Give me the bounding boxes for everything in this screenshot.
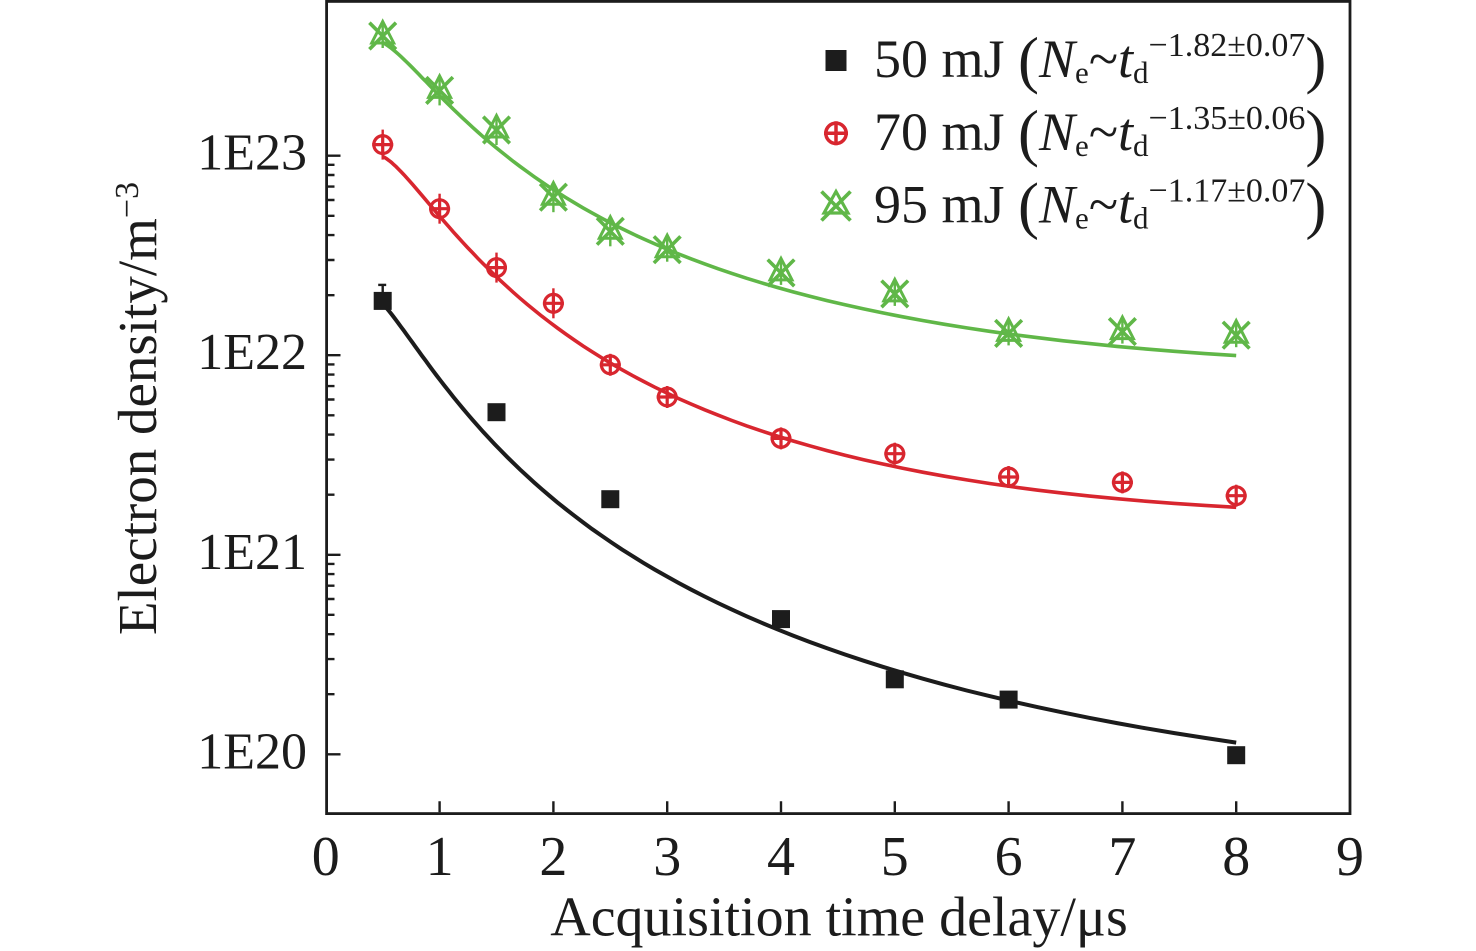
- svg-text:70 mJ (Ne~td−1.35±0.06): 70 mJ (Ne~td−1.35±0.06): [874, 98, 1326, 168]
- svg-text:5: 5: [881, 826, 909, 888]
- svg-text:1E20: 1E20: [197, 723, 307, 780]
- svg-text:8: 8: [1222, 826, 1250, 888]
- svg-text:1E23: 1E23: [197, 125, 307, 182]
- svg-text:9: 9: [1336, 826, 1364, 888]
- svg-text:Acquisition time delay/μs: Acquisition time delay/μs: [550, 887, 1128, 949]
- svg-text:6: 6: [995, 826, 1023, 888]
- svg-text:3: 3: [653, 826, 681, 888]
- svg-text:95 mJ (Ne~td−1.17±0.07): 95 mJ (Ne~td−1.17±0.07): [874, 171, 1326, 241]
- svg-text:2: 2: [539, 826, 567, 888]
- svg-text:50 mJ (Ne~td−1.82±0.07): 50 mJ (Ne~td−1.82±0.07): [874, 25, 1326, 95]
- svg-text:Electron density/m−3: Electron density/m−3: [107, 182, 168, 635]
- svg-text:4: 4: [767, 826, 795, 888]
- svg-text:7: 7: [1108, 826, 1136, 888]
- svg-text:1E21: 1E21: [197, 524, 307, 581]
- svg-text:1E22: 1E22: [197, 324, 307, 381]
- svg-text:1: 1: [426, 826, 454, 888]
- svg-text:0: 0: [312, 826, 340, 888]
